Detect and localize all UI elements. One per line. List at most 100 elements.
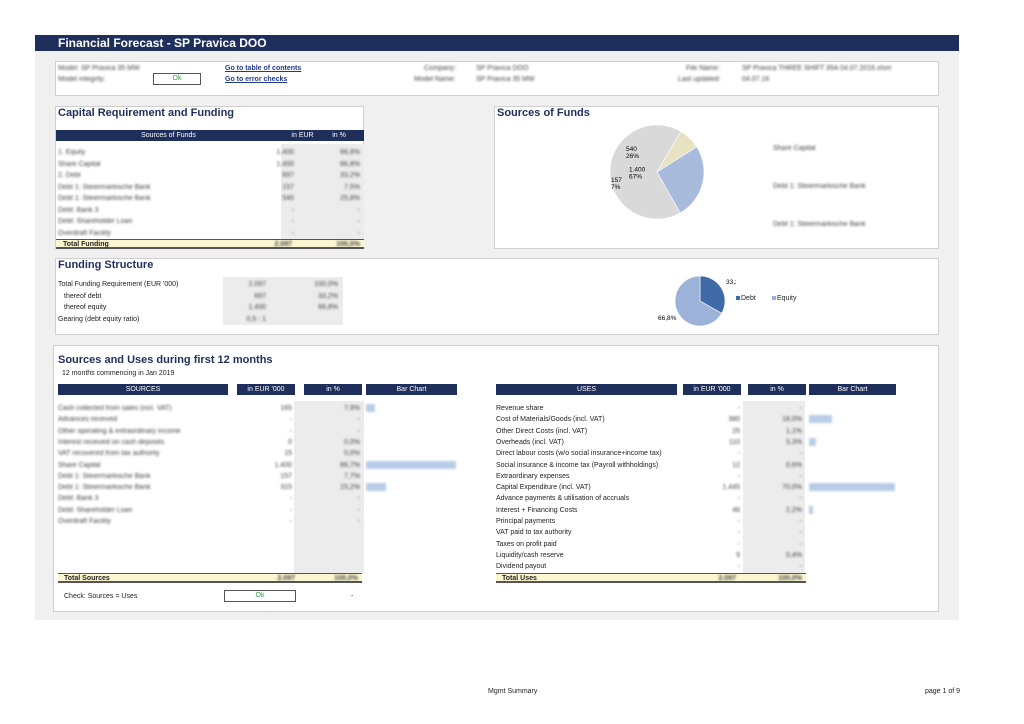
sof-legend-debt-2: Debt 1: Steiermarkische Bank <box>773 221 866 228</box>
capital-title: Capital Requirement and Funding <box>58 107 235 119</box>
funding-row-pct: 100,0% <box>314 281 338 288</box>
use-row-pct: 5,3% <box>786 438 802 446</box>
use-row-label: Cost of Materials/Goods (incl. VAT) <box>496 416 605 424</box>
source-row-pct: - <box>357 416 360 424</box>
capital-row-pct: 66,8% <box>340 149 360 156</box>
pie-data-label: 66,8% <box>658 315 677 322</box>
debt-legend-label: Debt <box>741 295 756 302</box>
use-row-pct: 1,1% <box>786 427 802 435</box>
capital-row-pct: 7,5% <box>344 183 360 191</box>
use-row-label: Liquidity/cash reserve <box>496 551 564 559</box>
page-title: Financial Forecast - SP Pravica DOO <box>35 35 959 51</box>
use-row-pct: 0,6% <box>786 461 802 469</box>
use-row-eur: 46 <box>732 506 740 514</box>
capital-row-pct: 25,8% <box>340 195 360 202</box>
sources-uses-title: Sources and Uses during first 12 months <box>58 354 273 366</box>
use-row-label: Extraordinary expenses <box>496 472 570 480</box>
source-row-pct: 0,0% <box>344 438 360 446</box>
source-row-pct: 7,9% <box>344 405 360 412</box>
sof-legend-share-capital: Share Capital <box>773 145 816 152</box>
use-row-label: Dividend payout <box>496 563 547 571</box>
integrity-label: Model integrity: <box>58 76 106 83</box>
filename-value: SP Pravica THREE SHIFT 35A 04.07.2016.xl… <box>742 65 892 72</box>
capital-row-label: Debt 1: Steiermarkische Bank <box>58 195 151 202</box>
use-row-eur: - <box>737 405 740 412</box>
source-row-eur: 315 <box>280 484 292 492</box>
source-row-label: Cash collected from sales (incl. VAT) <box>58 405 172 412</box>
use-row-pct: - <box>799 540 802 548</box>
capital-total-row: Total Funding 2.097 100,0% <box>56 239 364 249</box>
uses-header-label: USES <box>496 384 677 395</box>
capital-row-pct: - <box>357 206 360 214</box>
funding-row-label: Total Funding Requirement (EUR '000) <box>58 281 179 288</box>
use-row-pct: - <box>799 495 802 503</box>
funding-row-value: 0,5 : 1 <box>246 315 266 323</box>
use-row-pct: - <box>799 450 802 458</box>
capital-header-eur: in EUR '000 <box>281 130 339 141</box>
error-checks-link[interactable]: Go to error checks <box>225 76 288 83</box>
funding-row-pct <box>296 314 338 325</box>
use-row-label: Taxes on profit paid <box>496 540 557 548</box>
capital-total-label: Total Funding <box>63 241 109 248</box>
pie-slice <box>609 124 682 220</box>
total-uses-label: Total Uses <box>502 575 537 582</box>
source-row-bar <box>366 483 386 492</box>
uses-header-pct: in % <box>748 384 806 395</box>
sources-header-label: SOURCES <box>58 384 228 395</box>
funding-row-pct: 33,2% <box>318 292 338 300</box>
capital-row-label: 1. Equity <box>58 149 86 156</box>
use-row-eur: 12 <box>732 461 740 469</box>
use-row-pct: - <box>799 405 802 412</box>
source-row-eur: 165 <box>280 405 292 412</box>
model-label: Model: SP Pravica 35 MW <box>58 65 140 72</box>
footer-sheet-name: Mgmt Summary <box>488 688 538 695</box>
debt-legend-swatch <box>736 296 740 300</box>
check-status: Ok <box>224 590 296 602</box>
use-row-pct: 18,0% <box>782 416 802 424</box>
source-row-pct: 0,0% <box>344 450 360 458</box>
total-sources-row: Total Sources 2.097 100,0% <box>58 573 362 583</box>
capital-row-label: Share Capital <box>58 160 101 168</box>
funding-row-label: thereof debt <box>64 292 102 300</box>
use-row-label: Revenue share <box>496 405 544 412</box>
use-row-eur: 1.445 <box>722 484 740 492</box>
capital-total-eur: 2.097 <box>274 241 292 248</box>
integrity-status: Ok <box>153 73 201 85</box>
source-row-label: Advances received <box>58 416 118 424</box>
uses-values-shade <box>743 401 805 573</box>
uses-header-eur: in EUR '000 <box>683 384 741 395</box>
use-row-bar <box>809 437 816 446</box>
check-dash: - <box>351 593 354 600</box>
pie-data-label-value: 540 <box>626 146 637 153</box>
source-row-pct: - <box>357 495 360 503</box>
pie-data-label-pct: 26% <box>626 153 639 160</box>
sources-header-eur: in EUR '000 <box>237 384 295 395</box>
use-row-label: VAT paid to tax authority <box>496 529 572 537</box>
total-uses-eur: 2.097 <box>718 575 736 582</box>
source-row-label: Debt 1: Steiermarkische Bank <box>58 484 151 492</box>
sources-uses-subtitle: 12 months commencing in Jan 2019 <box>62 370 175 377</box>
total-sources-label: Total Sources <box>64 575 110 582</box>
capital-row-label: Debt 1: Steiermarkische Bank <box>58 183 151 191</box>
source-row-pct: - <box>357 427 360 435</box>
funding-row-value: 1.400 <box>248 304 266 311</box>
use-row-pct: - <box>799 563 802 571</box>
sources-of-funds-panel: Sources of Funds 1.400 67% 157 7% 540 26% Sha… <box>494 106 939 249</box>
use-row-eur: 380 <box>728 416 740 424</box>
filename-label: File Name: <box>686 65 720 72</box>
total-sources-pct: 100,0% <box>334 575 358 582</box>
total-uses-pct: 100,0% <box>778 575 802 582</box>
source-row-label: VAT recovered from tax authority <box>58 450 160 458</box>
use-row-pct: 70,0% <box>782 484 802 492</box>
source-row-pct: - <box>357 506 360 514</box>
use-row-eur: 9 <box>736 551 740 559</box>
capital-row-eur: 697 <box>282 172 294 179</box>
source-row-label: Interest received on cash deposits <box>58 438 165 446</box>
source-row-label: Overdraft Facility <box>58 518 111 525</box>
capital-row-label: Overdraft Facility <box>58 229 111 237</box>
toc-link[interactable]: Go to table of contents <box>225 65 302 72</box>
capital-header-source: Sources of Funds <box>56 130 281 141</box>
uses-header-bar: Bar Chart <box>809 384 896 395</box>
funding-row-label: Gearing (debt equity ratio) <box>58 315 140 323</box>
